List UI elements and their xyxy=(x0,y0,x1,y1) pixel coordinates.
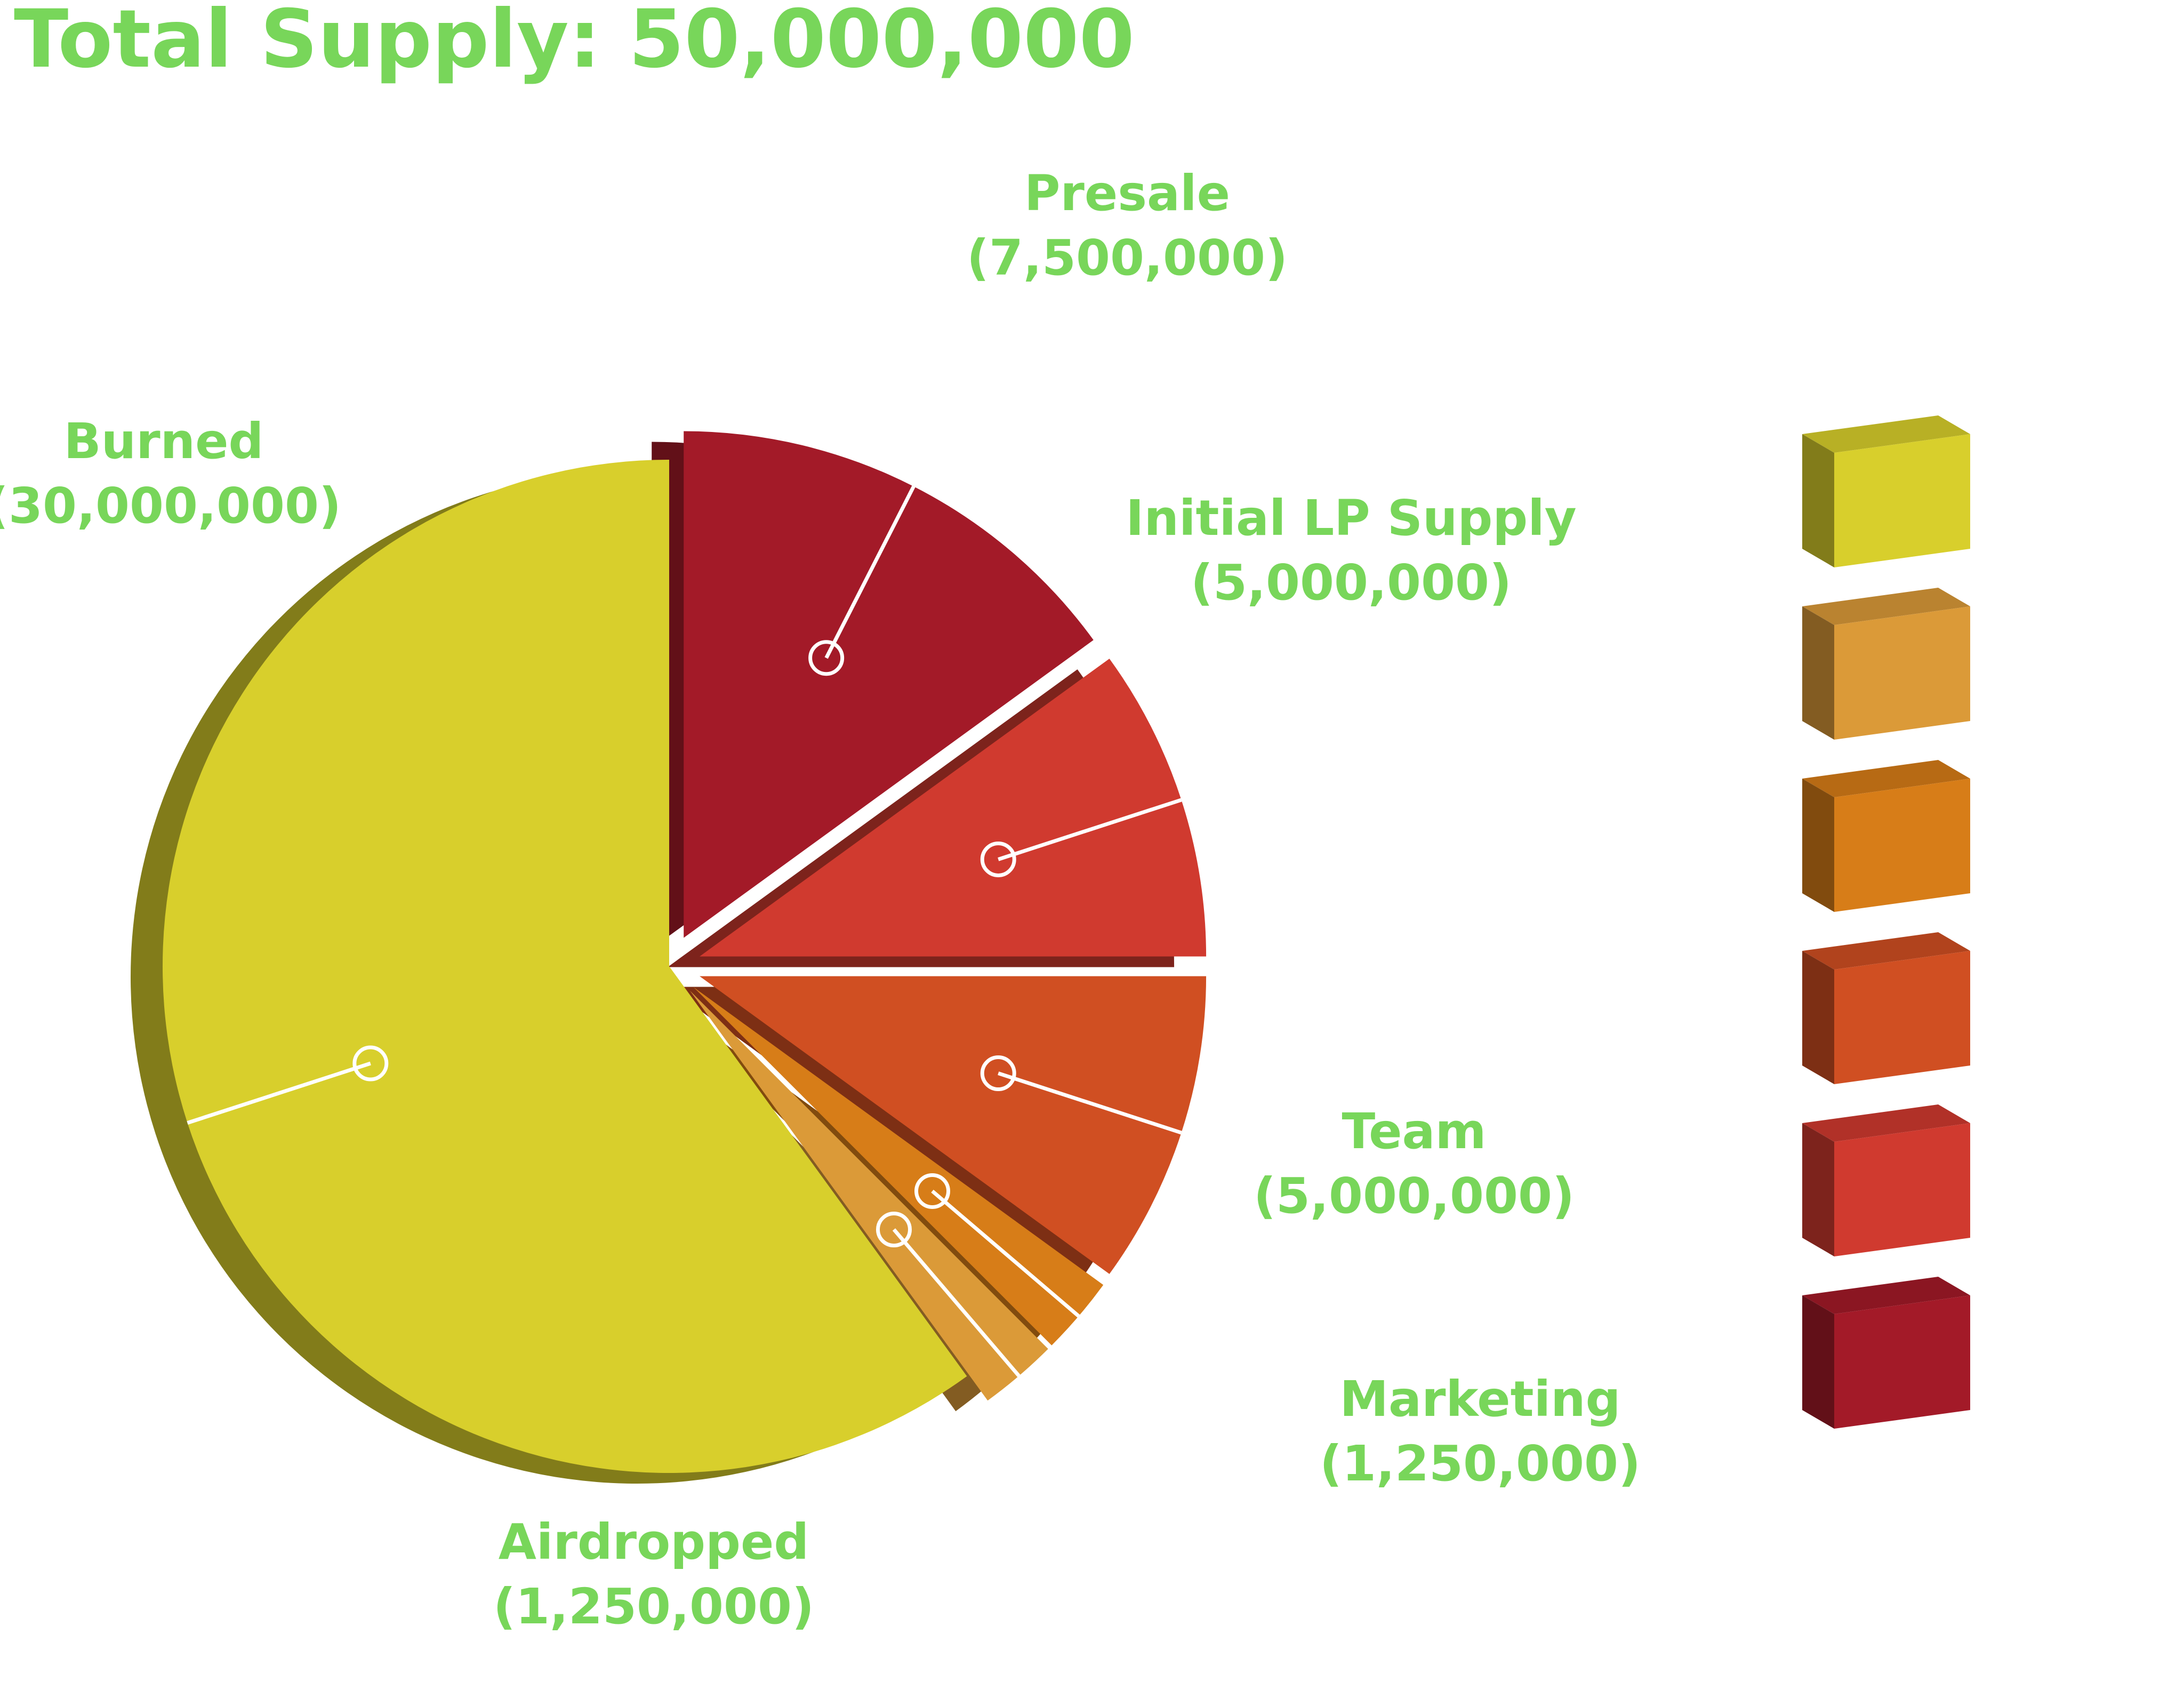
legend-swatch xyxy=(1834,1123,1970,1256)
leader-dot xyxy=(980,1055,1016,1092)
legend-swatch-top xyxy=(1802,588,1970,625)
legend-swatch-side xyxy=(1802,779,1834,912)
leader-line xyxy=(824,485,916,659)
slice-value-label: (7,500,000) xyxy=(967,229,1288,286)
legend-swatch-side xyxy=(1802,434,1834,567)
leader-line xyxy=(931,1189,1080,1318)
slice-label: Airdropped xyxy=(499,1513,809,1571)
leader-dot xyxy=(876,1212,912,1248)
leader-line xyxy=(892,1228,1021,1377)
slice-label: Marketing xyxy=(1340,1371,1621,1428)
legend-swatch-side xyxy=(1802,606,1834,740)
legend-swatch-top xyxy=(1802,415,1970,453)
slice-label: Initial LP Supply xyxy=(1126,490,1576,547)
legend-swatch-side xyxy=(1802,1123,1834,1256)
legend-swatch-top xyxy=(1802,760,1970,797)
legend-swatch-side xyxy=(1802,951,1834,1084)
slice xyxy=(684,431,1094,938)
slice-label: Team xyxy=(1342,1103,1487,1160)
leader-line xyxy=(187,1061,371,1125)
slice-value-label: (5,000,000) xyxy=(1191,554,1512,611)
legend-swatch-top xyxy=(1802,1104,1970,1142)
legend-swatch-top xyxy=(1802,932,1970,970)
leader-dot xyxy=(980,841,1016,877)
legend-swatch-side xyxy=(1802,1295,1834,1429)
chart-title: Total Supply: 50,000,000 xyxy=(14,0,1135,86)
legend-swatch xyxy=(1834,606,1970,740)
slice-value-label: (30,000,000) xyxy=(0,477,341,534)
leader-dot xyxy=(914,1173,951,1209)
legend-swatch xyxy=(1834,951,1970,1084)
slice-value-label: (1,250,000) xyxy=(493,1578,814,1635)
slice xyxy=(162,460,967,1473)
legend-swatch xyxy=(1834,779,1970,912)
leader-line xyxy=(998,1071,1182,1135)
slice-label: Burned xyxy=(64,413,264,470)
legend-swatch xyxy=(1834,1295,1970,1429)
legend-swatch-top xyxy=(1802,1277,1970,1314)
leader-dot xyxy=(352,1045,389,1082)
slice-value-label: (5,000,000) xyxy=(1254,1167,1575,1224)
slice xyxy=(700,976,1207,1274)
legend-swatch xyxy=(1834,434,1970,567)
slice xyxy=(693,987,1104,1345)
slice xyxy=(689,990,1048,1401)
leader-line xyxy=(998,798,1182,861)
slice xyxy=(700,659,1207,957)
slice-value-label: (1,250,000) xyxy=(1320,1435,1641,1492)
leader-dot xyxy=(808,640,845,676)
slice-label: Presale xyxy=(1024,165,1230,222)
